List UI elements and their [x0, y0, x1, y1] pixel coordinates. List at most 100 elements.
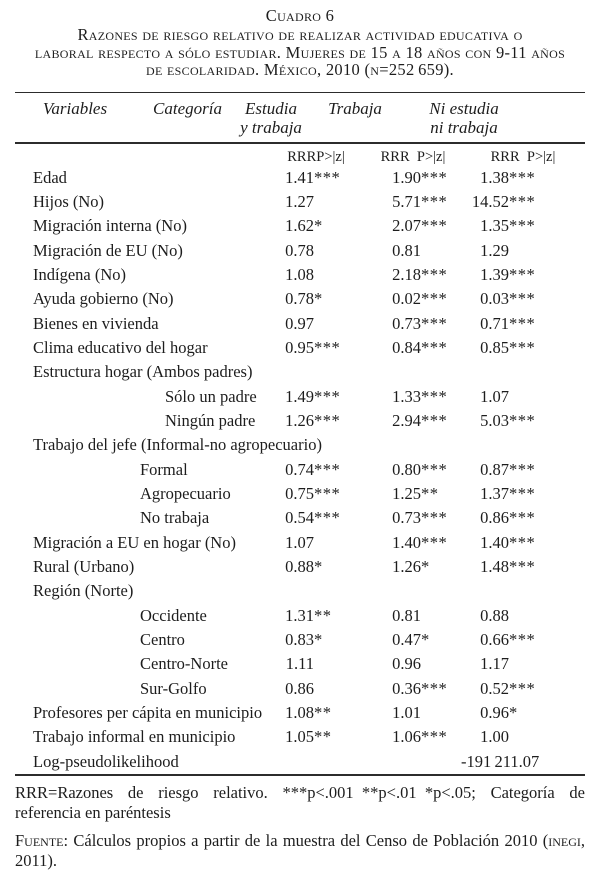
column-header-categoria: Categoría [153, 98, 222, 118]
value-ni-estudia-ni-trabaja: 1.38*** [480, 167, 536, 187]
value-ni-estudia-ni-trabaja: 1.48*** [480, 557, 536, 576]
table-row: Centro 0.83* 0.47* 0.66*** [15, 628, 585, 652]
value-trabaja: 0.81 [392, 605, 421, 625]
value-estudia-y-trabaja: 0.75*** [285, 483, 341, 503]
value-estudia-y-trabaja: 0.95*** [285, 337, 341, 357]
row-label: Centro-Norte [140, 654, 228, 674]
value-ni-estudia-ni-trabaja [461, 360, 585, 384]
value-ni-estudia-ni-trabaja: 0.66*** [480, 630, 536, 650]
value-estudia-y-trabaja: 0.54*** [285, 508, 341, 528]
value-estudia-y-trabaja: 0.78 [285, 240, 314, 260]
row-label: Región (Norte) [33, 581, 134, 601]
table-row: Ayuda gobierno (No) 0.78* 0.02*** 0.03**… [15, 287, 585, 311]
value-ni-estudia-ni-trabaja: 14.52*** [471, 191, 536, 211]
column-header-ni-estudia-ni-trabaja: Ni estudia ni trabaja [429, 98, 499, 138]
table-row: Agropecuario 0.75*** 1.25** 1.37*** [15, 482, 585, 506]
source-label: Fuente [15, 831, 64, 851]
row-label: Formal [140, 459, 188, 479]
source-note: Fuente: Cálculos propios a partir de la … [15, 831, 585, 870]
row-label: Rural (Urbano) [33, 557, 135, 576]
table-body: Edad 1.41*** 1.90*** 1.38*** Hijos (No) … [15, 166, 585, 775]
value-ni-estudia-ni-trabaja [461, 433, 585, 457]
subheader-rrr-p-col1: RRRP>|z| [287, 148, 345, 165]
value-trabaja: 1.26* [392, 557, 430, 576]
value-ni-estudia-ni-trabaja: -191 211.07 [461, 751, 540, 771]
table-row: Rural (Urbano) 0.88* 1.26* 1.48*** [15, 555, 585, 579]
table-row: Indígena (No) 1.08 2.18*** 1.39*** [15, 263, 585, 287]
value-estudia-y-trabaja: 0.97 [285, 313, 314, 333]
subheader-rrr-p-col3: RRR P>|z| [490, 148, 556, 165]
value-trabaja: 1.90*** [392, 167, 448, 187]
row-label: Trabajo informal en municipio [33, 727, 236, 747]
row-label: Sólo un padre [165, 386, 257, 406]
value-ni-estudia-ni-trabaja: 0.03*** [480, 289, 536, 309]
row-label: Bienes en vivienda [33, 313, 159, 333]
row-label: Migración interna (No) [33, 216, 187, 236]
row-label: Migración a EU en hogar (No) [33, 532, 236, 552]
value-estudia-y-trabaja: 1.07 [285, 532, 314, 552]
table-row: Clima educativo del hogar 0.95*** 0.84**… [15, 336, 585, 360]
table-row: Trabajo informal en municipio 1.05** 1.0… [15, 725, 585, 749]
value-estudia-y-trabaja: 1.08** [285, 703, 332, 723]
value-ni-estudia-ni-trabaja: 0.88 [480, 605, 509, 625]
value-estudia-y-trabaja: 0.74*** [285, 459, 341, 479]
table-caption: Cuadro 6 Razones de riesgo relativo de r… [15, 7, 585, 79]
value-trabaja: 1.33*** [392, 386, 448, 406]
row-label: Log-pseudolikelihood [33, 751, 179, 771]
value-trabaja: 2.94*** [392, 410, 448, 430]
table-number: Cuadro 6 [265, 6, 335, 25]
table-row: Hijos (No) 1.27 5.71*** 14.52*** [15, 190, 585, 214]
value-trabaja: 0.81 [392, 240, 421, 260]
value-trabaja: 0.73*** [392, 508, 448, 528]
value-estudia-y-trabaja: 1.05** [285, 727, 332, 747]
row-label: Trabajo del jefe (Informal-no agropecuar… [33, 435, 322, 455]
value-estudia-y-trabaja: 1.26*** [285, 410, 341, 430]
value-ni-estudia-ni-trabaja: 1.35*** [480, 216, 536, 236]
source-org: inegi [548, 831, 581, 851]
value-ni-estudia-ni-trabaja: 1.39*** [480, 264, 536, 284]
value-ni-estudia-ni-trabaja: 0.85*** [480, 337, 536, 357]
value-ni-estudia-ni-trabaja: 1.00 [480, 727, 509, 747]
value-trabaja: 5.71*** [392, 191, 448, 211]
column-header-estudia-y-trabaja: Estudia y trabaja [240, 98, 302, 138]
value-trabaja: 0.96 [392, 654, 421, 674]
table-row: Edad 1.41*** 1.90*** 1.38*** [15, 166, 585, 190]
table-row: Región (Norte) [15, 579, 585, 603]
table-row: Sur-Golfo 0.86 0.36*** 0.52*** [15, 677, 585, 701]
value-trabaja: 0.73*** [392, 313, 448, 333]
value-ni-estudia-ni-trabaja: 0.52*** [480, 678, 536, 698]
table-subheader-row: RRRP>|z| RRR P>|z| RRR P>|z| [15, 144, 585, 166]
value-ni-estudia-ni-trabaja: 0.86*** [480, 508, 536, 528]
value-trabaja: 0.84*** [392, 337, 448, 357]
row-label: Ayuda gobierno (No) [33, 289, 174, 309]
value-ni-estudia-ni-trabaja: 1.37*** [480, 483, 536, 503]
column-header-variables: Variables [42, 98, 108, 118]
value-trabaja: 2.18*** [392, 264, 448, 284]
value-trabaja: 0.36*** [392, 678, 448, 698]
table-row: Estructura hogar (Ambos padres) [15, 360, 585, 384]
table-row: Migración interna (No) 1.62* 2.07*** 1.3… [15, 214, 585, 238]
value-trabaja: 0.80*** [392, 459, 448, 479]
row-label: Edad [33, 167, 67, 187]
value-estudia-y-trabaja [267, 579, 365, 603]
value-ni-estudia-ni-trabaja: 1.29 [480, 240, 509, 260]
table-row: No trabaja 0.54*** 0.73*** 0.86*** [15, 506, 585, 530]
table-row: Profesores per cápita en municipio 1.08*… [15, 701, 585, 725]
value-ni-estudia-ni-trabaja: 0.96* [480, 703, 518, 723]
table-header-row: Variables Categoría Estudia y trabaja Tr… [15, 93, 585, 144]
value-estudia-y-trabaja: 1.31** [285, 605, 332, 625]
value-estudia-y-trabaja: 0.86 [285, 678, 314, 698]
value-trabaja: 0.02*** [392, 289, 448, 309]
value-trabaja: 1.06*** [392, 727, 448, 747]
value-ni-estudia-ni-trabaja: 1.07 [480, 386, 509, 406]
table-title: Razones de riesgo relativo de realizar a… [34, 25, 566, 79]
value-ni-estudia-ni-trabaja: 1.40*** [480, 532, 536, 552]
table-row: Migración de EU (No) 0.78 0.81 1.29 [15, 239, 585, 263]
value-trabaja [365, 360, 461, 384]
row-label: Hijos (No) [33, 191, 105, 211]
significance-note: RRR=Razones de riesgo relativo. ***p<.00… [15, 783, 585, 822]
value-estudia-y-trabaja: 0.83* [285, 630, 323, 650]
table-row: Sólo un padre 1.49*** 1.33*** 1.07 [15, 385, 585, 409]
value-ni-estudia-ni-trabaja: 5.03*** [480, 410, 536, 430]
row-label: Occidente [140, 605, 207, 625]
